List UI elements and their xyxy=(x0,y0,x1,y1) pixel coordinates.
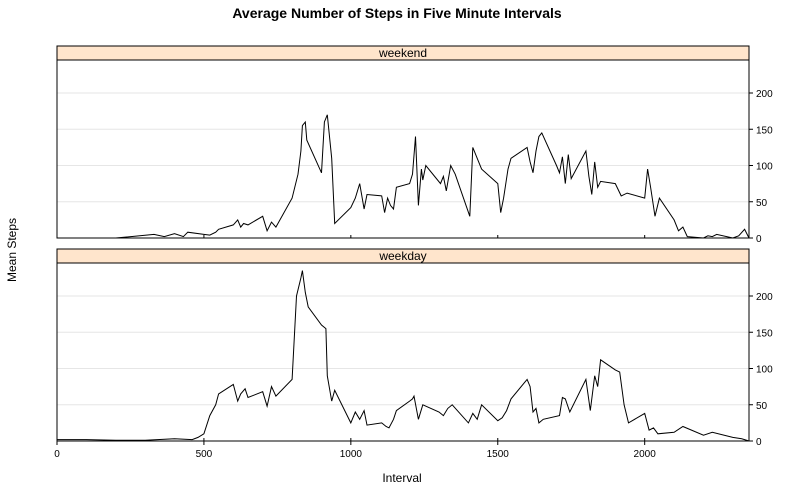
y-tick-label: 0 xyxy=(756,437,762,448)
y-tick-label: 200 xyxy=(756,89,773,100)
x-tick-label: 2000 xyxy=(634,449,657,460)
x-tick-label: 1000 xyxy=(340,449,363,460)
y-tick-label: 200 xyxy=(756,292,773,303)
y-tick-label: 100 xyxy=(756,162,773,173)
y-tick-label: 100 xyxy=(756,365,773,376)
strip-label-weekday: weekday xyxy=(378,249,426,263)
y-axis-label: Mean Steps xyxy=(5,218,19,282)
panel-weekday: weekday 0 50 100 150 200 xyxy=(56,248,773,448)
series-line-weekend xyxy=(57,114,750,239)
panel-frame-weekend xyxy=(56,59,750,239)
y-tick-label: 150 xyxy=(756,328,773,339)
chart-title: Average Number of Steps in Five Minute I… xyxy=(232,5,562,21)
series-line-weekday xyxy=(57,270,750,442)
y-tick-label: 150 xyxy=(756,125,773,136)
panel-weekend: weekend 0 50 100 150 200 xyxy=(56,45,773,245)
y-tick-label: 50 xyxy=(756,198,768,209)
x-tick-label: 0 xyxy=(54,449,60,460)
panel-frame-weekday xyxy=(56,262,750,442)
x-axis-label: Interval xyxy=(382,471,421,485)
x-tick-label: 1500 xyxy=(487,449,510,460)
strip-label-weekend: weekend xyxy=(378,46,427,60)
x-tick-label: 500 xyxy=(196,449,213,460)
y-tick-label: 50 xyxy=(756,401,768,412)
y-tick-label: 0 xyxy=(756,234,762,245)
